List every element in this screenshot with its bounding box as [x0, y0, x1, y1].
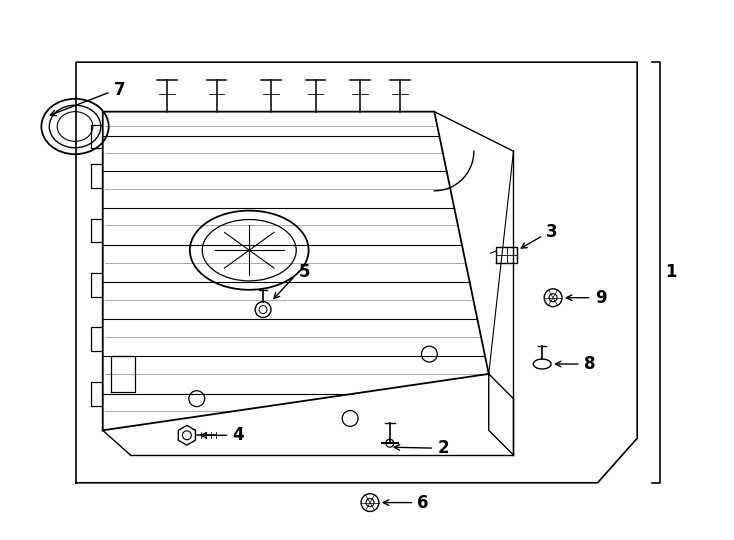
- Text: 7: 7: [114, 81, 126, 99]
- Text: 5: 5: [299, 263, 310, 281]
- Text: 1: 1: [665, 263, 677, 281]
- Text: 6: 6: [418, 494, 429, 511]
- Text: 4: 4: [233, 426, 244, 444]
- Text: 2: 2: [437, 439, 449, 457]
- Text: 8: 8: [584, 355, 595, 373]
- Text: 9: 9: [595, 289, 606, 307]
- Text: 3: 3: [546, 224, 558, 241]
